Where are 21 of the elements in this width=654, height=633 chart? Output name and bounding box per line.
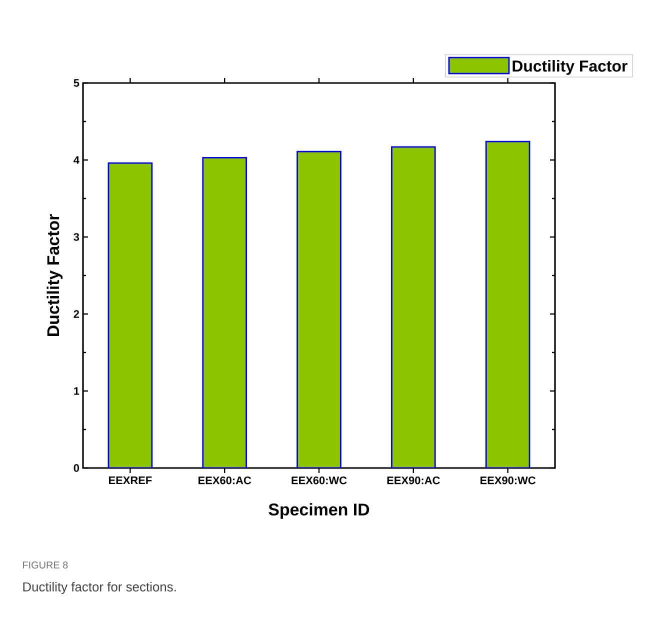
y-axis-title: Ductility Factor [46, 214, 63, 336]
x-tick-label: EEX60:AC [198, 476, 252, 484]
legend-label: Ductility Factor [512, 60, 628, 75]
y-tick-label: 0 [74, 464, 80, 472]
y-tick-label: 1 [74, 387, 80, 395]
bar [202, 156, 248, 468]
y-tick-label: 2 [74, 310, 80, 318]
x-tick-label: EEX90:WC [480, 476, 536, 484]
bar [296, 150, 342, 468]
x-tick-label: EEXREF [109, 476, 152, 484]
x-tick-label: EEX90:AC [387, 476, 440, 484]
x-tick-label: EEX60:WC [292, 476, 347, 484]
y-tick-label: 3 [74, 233, 80, 241]
caption: FIGURE 8 [23, 561, 68, 569]
y-tick-label: 4 [74, 156, 80, 164]
bar [485, 140, 530, 468]
bar [108, 162, 153, 468]
text: Ductility factor for sections. [23, 582, 176, 594]
x-axis-title: Specimen ID [268, 503, 370, 519]
bar [390, 146, 436, 468]
y-tick-label: 5 [74, 79, 80, 87]
